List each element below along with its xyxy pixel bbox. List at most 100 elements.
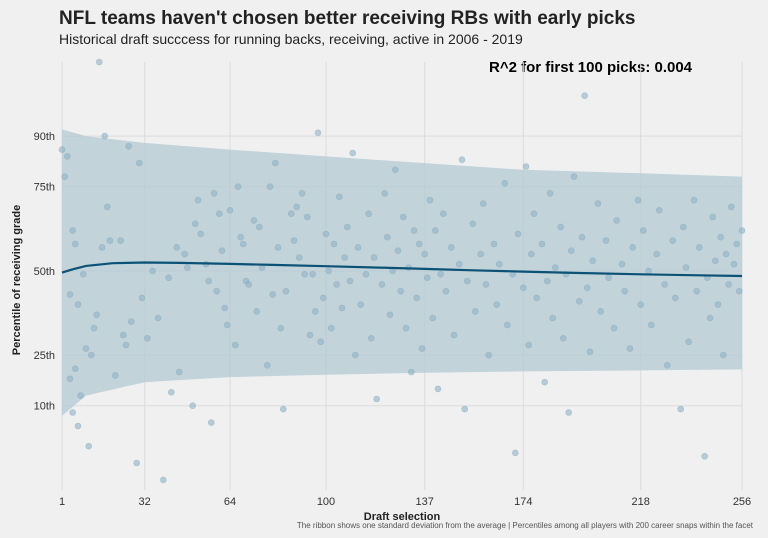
data-point (661, 281, 669, 288)
data-point (274, 244, 282, 251)
data-point (402, 324, 410, 332)
data-point (373, 395, 381, 403)
data-point (277, 324, 285, 332)
data-point (197, 230, 204, 238)
data-point (333, 281, 341, 288)
data-point (551, 264, 559, 271)
data-point (663, 361, 671, 369)
data-point (685, 338, 693, 346)
data-point (282, 287, 290, 295)
data-point (138, 294, 146, 302)
data-point (639, 227, 647, 234)
data-point (367, 334, 375, 342)
data-point (557, 223, 565, 231)
data-point (586, 348, 594, 356)
data-point (354, 244, 362, 251)
data-point (125, 143, 132, 150)
data-point (570, 173, 578, 180)
data-point (194, 196, 202, 204)
data-point (399, 213, 407, 221)
data-point (495, 260, 503, 268)
data-point (303, 213, 311, 221)
data-point (64, 153, 71, 160)
data-point (447, 244, 455, 251)
data-point (144, 334, 151, 342)
data-point (514, 230, 522, 238)
chart-title: NFL teams haven't chosen better receivin… (59, 8, 636, 29)
data-point (701, 452, 709, 460)
data-point (397, 287, 405, 295)
data-point (338, 304, 346, 312)
data-point (69, 409, 76, 416)
data-point (546, 190, 554, 197)
data-point (61, 173, 68, 180)
data-point (82, 345, 90, 352)
r-squared-annotation: R^2 for first 100 picks: 0.004 (489, 59, 693, 76)
data-point (168, 388, 175, 396)
data-point (327, 324, 335, 332)
data-point (605, 274, 613, 282)
y-tick-label: 90th (34, 131, 55, 143)
data-point (533, 294, 541, 302)
data-point (429, 314, 437, 322)
data-point (455, 260, 463, 268)
data-point (298, 190, 306, 197)
data-point (386, 311, 394, 319)
data-point (74, 422, 82, 430)
data-point (226, 207, 234, 214)
data-point (101, 132, 108, 140)
data-point (647, 321, 655, 329)
data-point (394, 247, 402, 254)
data-point (471, 308, 479, 315)
data-point (279, 405, 287, 413)
data-point (255, 223, 263, 231)
data-point (413, 294, 421, 302)
data-point (730, 260, 738, 268)
data-point (293, 203, 301, 211)
trend-line (61, 261, 743, 278)
data-point (575, 297, 583, 305)
data-point (343, 223, 351, 231)
chart-caption: The ribbon shows one standard deviation … (296, 521, 753, 530)
data-point (122, 341, 130, 349)
data-point (218, 247, 226, 254)
data-point (213, 287, 220, 295)
x-tick-label: 1 (59, 496, 65, 508)
data-point (317, 338, 325, 346)
data-point (136, 159, 143, 167)
chart-subtitle: Historical draft succcess for running ba… (59, 31, 523, 47)
data-point (306, 331, 314, 339)
data-point (205, 277, 212, 285)
data-point (677, 405, 685, 413)
data-point (176, 368, 183, 376)
data-point (589, 257, 597, 265)
data-point (245, 281, 252, 288)
data-point (290, 237, 298, 244)
data-point (66, 291, 74, 298)
data-point (439, 210, 447, 217)
data-point (442, 287, 450, 295)
data-point (719, 351, 727, 359)
data-point (189, 402, 196, 410)
data-point (335, 193, 343, 201)
data-point (655, 207, 663, 214)
data-point (423, 274, 431, 282)
y-tick-label: 10th (34, 401, 55, 413)
data-point (482, 281, 490, 288)
data-point (538, 240, 546, 248)
data-point (221, 304, 228, 312)
data-point (253, 308, 261, 315)
data-point (525, 341, 533, 349)
data-point (578, 233, 586, 241)
data-point (565, 409, 573, 416)
data-point (378, 281, 386, 288)
data-point (602, 237, 610, 244)
x-tick-label: 218 (631, 496, 649, 508)
data-point (549, 314, 557, 322)
x-tick-label: 137 (415, 496, 433, 508)
data-point (626, 345, 634, 352)
data-point (383, 233, 391, 241)
data-point (567, 247, 575, 254)
data-point (325, 267, 333, 275)
